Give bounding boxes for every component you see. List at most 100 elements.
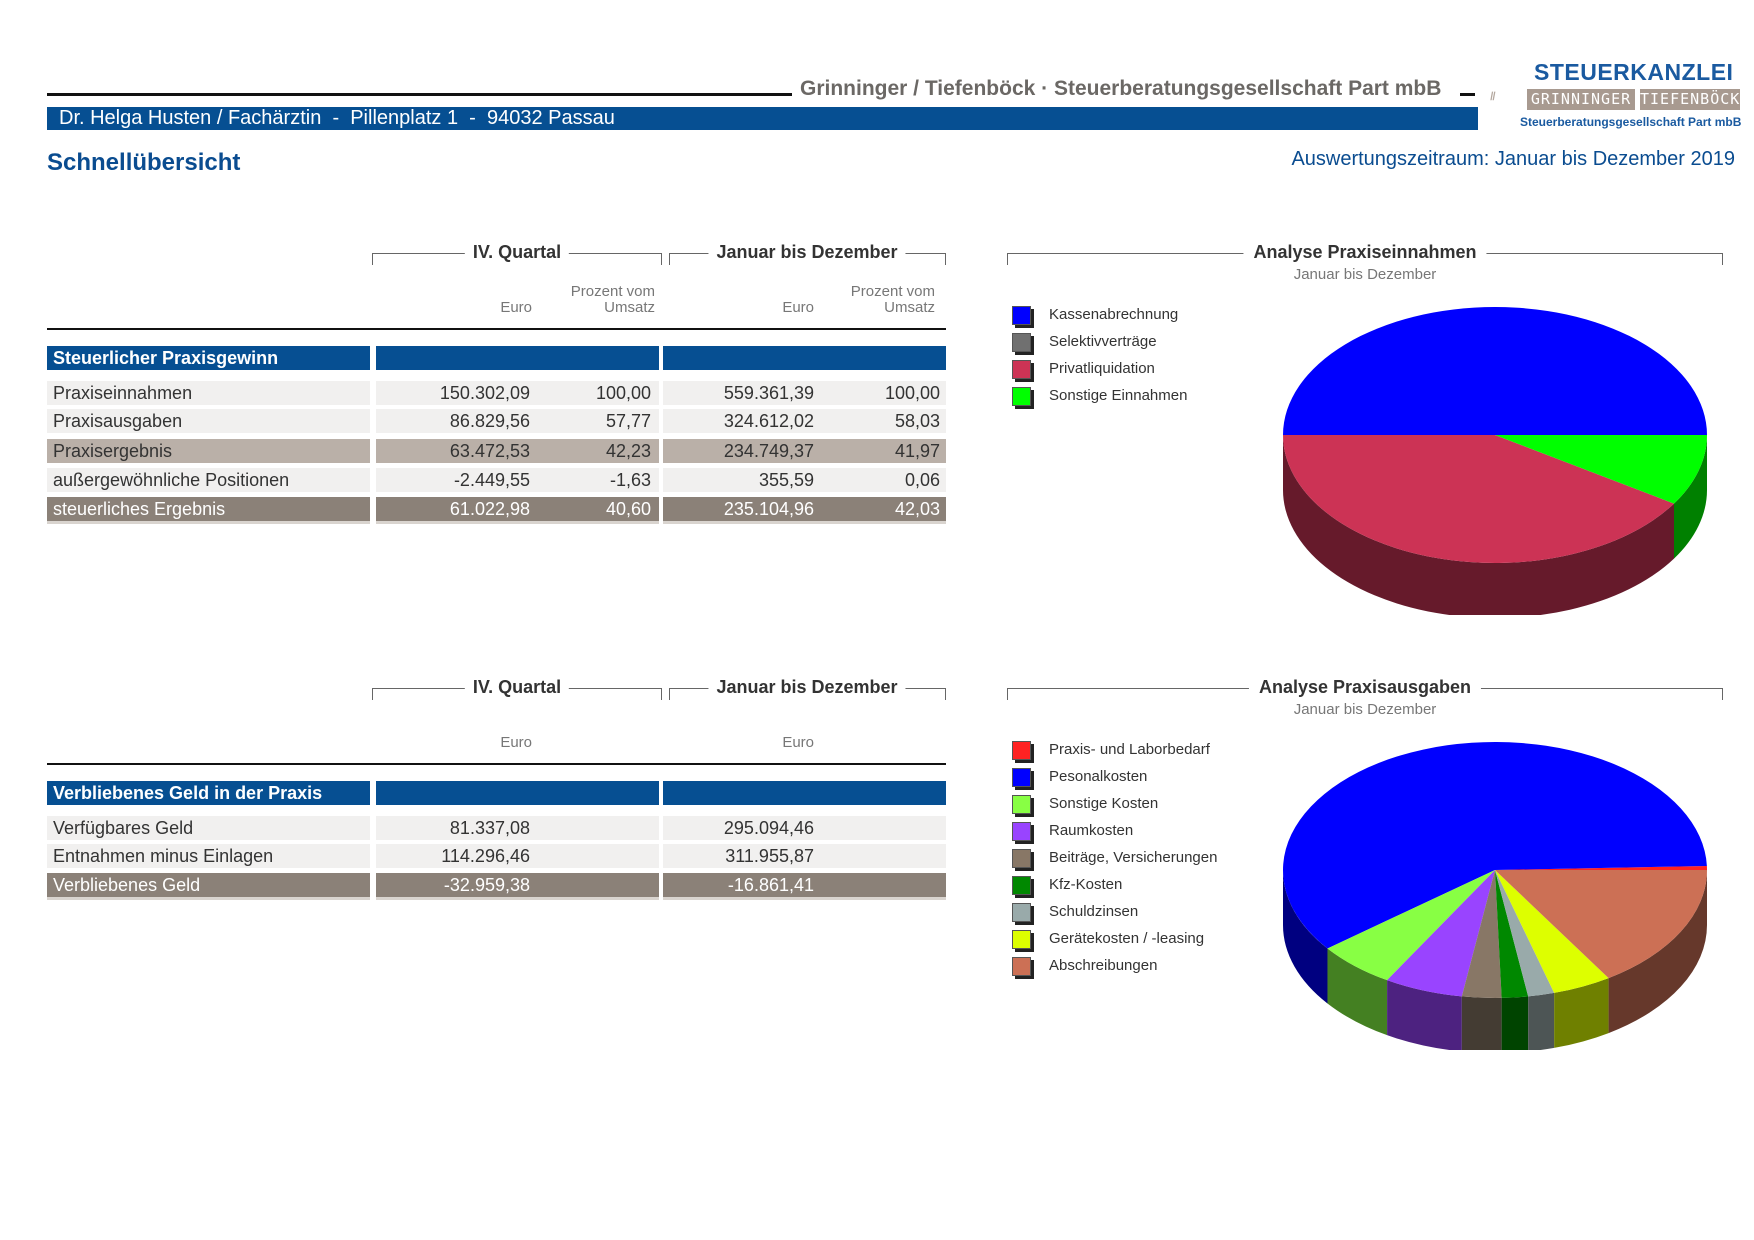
quarter-pct: 57,77	[605, 411, 651, 431]
pie-slice-side	[1501, 996, 1529, 1050]
legend-label: Sonstige Kosten	[1049, 795, 1159, 812]
table-row-year: 235.104,96 42,03	[663, 497, 946, 524]
logo-right-box: TIEFENBÖCK	[1640, 89, 1741, 110]
legend-label: Sonstige Einnahmen	[1049, 387, 1188, 404]
quarter-euro: -2.449,55	[453, 470, 530, 490]
quarter-euro: 61.022,98	[449, 499, 530, 519]
logo-left-box: GRINNINGER	[1527, 89, 1635, 110]
table-row-label: Praxisausgaben	[47, 409, 370, 433]
table-row-year: -16.861,41	[663, 873, 946, 900]
year-pct: 58,03	[894, 411, 940, 431]
pie-slice	[1283, 435, 1674, 563]
quarter-euro: -32.959,38	[443, 875, 530, 895]
table-row-label: Verbliebenes Geld	[47, 873, 370, 900]
chart-subtitle: Januar bis Dezember	[1293, 701, 1437, 718]
header-rule-left	[47, 93, 792, 96]
legend-label: Praxis- und Laborbedarf	[1049, 741, 1210, 758]
year-euro: 559.361,39	[723, 383, 814, 403]
table-row-quarter: 114.296,46	[376, 844, 659, 868]
pie-slice	[1495, 435, 1707, 504]
legend-swatch	[1012, 930, 1031, 949]
chart-title: Analyse Praxiseinnahmen	[1243, 242, 1487, 263]
col-euro-quarter: Euro	[500, 734, 532, 751]
legend-swatch	[1012, 795, 1031, 814]
table-row-quarter: -32.959,38	[376, 873, 659, 900]
legend-swatch	[1012, 822, 1031, 841]
quarter-pct: 40,60	[605, 499, 651, 519]
pie-slice	[1495, 865, 1707, 870]
legend-swatch	[1012, 333, 1031, 352]
col-pct-year-line2: Umsatz	[884, 299, 935, 316]
chart-legend: Kassenabrechnung Selektivverträge Privatli…	[1012, 305, 1232, 425]
pie-slice	[1327, 870, 1495, 981]
pie-slice-side	[1283, 435, 1674, 615]
table-row-quarter: 81.337,08	[376, 816, 659, 840]
legend-label: Kassenabrechnung	[1049, 306, 1179, 323]
quarter-pct: 100,00	[595, 383, 651, 403]
table-row-quarter: 150.302,09 100,00	[376, 381, 659, 405]
quarter-euro: 63.472,53	[449, 441, 530, 461]
year-pct: 0,06	[904, 470, 940, 490]
year-pct: 41,97	[894, 441, 940, 461]
evaluation-period: Auswertungszeitraum: Januar bis Dezember…	[1291, 148, 1735, 170]
year-pct: 100,00	[884, 383, 940, 403]
pie-slice-side	[1554, 978, 1609, 1048]
legend-swatch	[1012, 387, 1031, 406]
header-rule-right	[1460, 93, 1475, 96]
pie-slice-side	[1327, 948, 1388, 1036]
year-pct: 42,03	[894, 499, 940, 519]
table-row-quarter: -2.449,55 -1,63	[376, 468, 659, 492]
table-row-quarter: 86.829,56 57,77	[376, 409, 659, 433]
column-group-quarter: IV. Quartal	[464, 242, 570, 263]
section-header-fill-quarter	[376, 781, 659, 805]
logo-subtitle: Steuerberatungsgesellschaft Part mbB	[1520, 115, 1742, 129]
table-row-year: 324.612,02 58,03	[663, 409, 946, 433]
column-group-year: Januar bis Dezember	[708, 677, 906, 698]
table-row-quarter: 63.472,53 42,23	[376, 439, 659, 463]
legend-swatch	[1012, 360, 1031, 379]
pie-slice-side	[1528, 992, 1555, 1050]
pie-slice	[1495, 870, 1555, 997]
column-group-quarter: IV. Quartal	[464, 677, 570, 698]
pie-slice	[1283, 742, 1707, 949]
legend-label: Schuldzinsen	[1049, 903, 1139, 920]
legend-label: Beiträge, Versicherungen	[1049, 849, 1218, 866]
pie-chart	[1283, 742, 1707, 1050]
table-row-label: Praxiseinnahmen	[47, 381, 370, 405]
pie-slice	[1461, 870, 1502, 998]
year-euro: 311.955,87	[725, 846, 814, 866]
quarter-euro: 150.302,09	[439, 383, 530, 403]
page-title: Schnellübersicht	[47, 149, 241, 176]
chart-subtitle: Januar bis Dezember	[1293, 266, 1437, 283]
table-row-year: 355,59 0,06	[663, 468, 946, 492]
legend-label: Gerätekosten / -leasing	[1049, 930, 1205, 947]
legend-label: Abschreibungen	[1049, 957, 1158, 974]
table-row-label: Verfügbares Geld	[47, 816, 370, 840]
col-euro-year: Euro	[782, 734, 814, 751]
quarter-euro: 86.829,56	[449, 411, 530, 431]
pie-chart	[1283, 307, 1707, 615]
legend-label: Kfz-Kosten	[1049, 876, 1123, 893]
pie-slice	[1495, 870, 1529, 998]
year-euro: 234.749,37	[723, 441, 814, 461]
table-row-year: 234.749,37 41,97	[663, 439, 946, 463]
firm-logo-mark	[1490, 91, 1496, 101]
col-pct-year-line1: Prozent vom	[850, 283, 935, 300]
col-pct-quarter-line1: Prozent vom	[570, 283, 655, 300]
chart-title: Analyse Praxisausgaben	[1248, 677, 1482, 698]
legend-label: Pesonalkosten	[1049, 768, 1148, 785]
table-row-label: steuerliches Ergebnis	[47, 497, 370, 524]
legend-swatch	[1012, 957, 1031, 976]
pie-slice	[1495, 870, 1609, 993]
column-group-year: Januar bis Dezember	[708, 242, 906, 263]
legend-swatch	[1012, 768, 1031, 787]
year-euro: -16.861,41	[727, 875, 814, 895]
quarter-pct: -1,63	[609, 470, 651, 490]
chart-legend: Praxis- und Laborbedarf Pesonalkosten Sons…	[1012, 740, 1252, 1000]
legend-swatch	[1012, 741, 1031, 760]
pie-slice-side	[1387, 980, 1462, 1050]
quarter-euro: 81.337,08	[449, 818, 530, 838]
pie-slice	[1495, 870, 1707, 979]
table-row-quarter: 61.022,98 40,60	[376, 497, 659, 524]
year-euro: 235.104,96	[723, 499, 814, 519]
